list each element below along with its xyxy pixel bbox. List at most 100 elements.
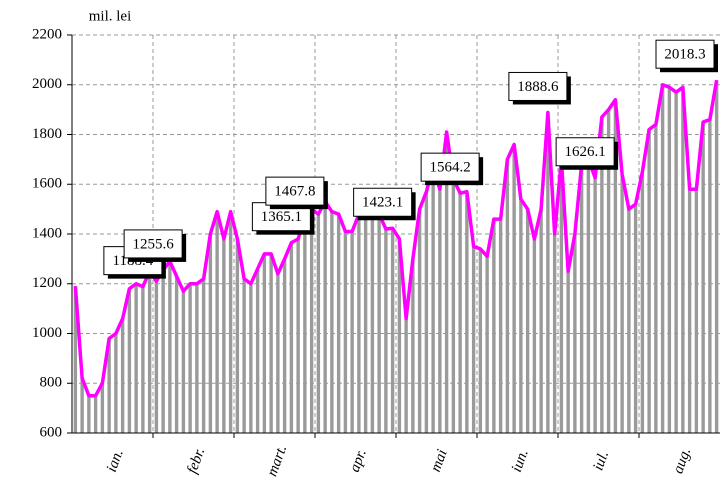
label-box [420,152,480,182]
label-box [353,187,413,217]
bar [222,238,226,433]
bar [309,209,314,433]
bar [687,189,692,433]
bar [660,84,665,433]
bar [127,288,132,433]
data-label: 2018.3 [664,47,705,63]
bar [282,258,287,433]
bar [404,318,408,433]
bar [208,234,213,433]
data-label: 1467.8 [274,184,315,200]
line [73,79,719,398]
bar [519,199,523,433]
data-label: 1626.1 [565,144,606,160]
x-tick-label: febr. [184,446,208,476]
bar [174,276,179,433]
label-box [265,176,325,206]
bar [532,238,537,433]
bar [417,209,422,433]
bar [552,234,557,433]
bar [633,204,638,433]
label-box [508,71,568,101]
data-label: 1365.1 [261,209,302,225]
bar [573,234,577,433]
bar [195,283,199,433]
data-label: 1564.2 [430,160,471,176]
bar [525,209,530,433]
bar [134,283,138,433]
bar [411,258,415,433]
bar [498,219,503,433]
x-tick-label: iul. [590,449,612,473]
bar [593,177,597,433]
bar [316,214,321,433]
x-tick-label: apr. [347,447,370,474]
bar [201,278,206,433]
bar [485,256,489,433]
bar [444,132,449,433]
bar [154,281,159,433]
bar [120,318,125,433]
bar [114,333,118,433]
bar [701,122,705,433]
bar [249,283,253,433]
bar [370,199,375,433]
bar [235,238,240,433]
bar [188,283,192,433]
bar [681,87,685,434]
bar [606,109,611,433]
bar [363,199,368,433]
bar [451,179,456,433]
bar [505,159,510,433]
bar [276,273,280,433]
bar [141,286,145,433]
bar [336,214,341,433]
bar [296,238,300,433]
bar [181,291,186,433]
bar [397,238,402,433]
y-tick-label: 1600 [32,176,62,192]
bar [147,271,152,433]
bar [620,174,624,434]
bar [100,383,105,433]
bar [107,338,111,433]
y-tick-label: 1400 [32,225,62,241]
bar [384,229,388,433]
bar [323,201,327,433]
bar [627,209,631,433]
bar [579,164,584,433]
bar [438,189,442,433]
bar [168,261,172,433]
bar [546,112,550,433]
bar [465,191,469,433]
bar [262,253,267,433]
bar [330,211,334,433]
bar [350,231,354,433]
bar [289,242,294,433]
label-box [655,39,715,69]
bar [586,159,591,433]
bar [80,378,84,433]
bar [674,92,678,434]
bar [667,87,672,434]
y-tick-label: 1000 [32,325,62,341]
bar [343,231,348,433]
y-tick-label: 1200 [32,275,62,291]
label-box [123,229,183,259]
bar [73,286,78,433]
bar [492,219,496,433]
bar [390,228,395,433]
bar [269,253,273,433]
x-tick-label: mart. [264,443,290,479]
bar [613,99,618,434]
bar [255,268,260,433]
bar [708,119,712,433]
x-tick-label: mai [428,447,451,474]
label-box [555,137,615,167]
y-tick-label: 600 [40,424,63,440]
bar [87,395,91,433]
y-axis-label: mil. lei [89,8,132,24]
bar [228,211,233,433]
